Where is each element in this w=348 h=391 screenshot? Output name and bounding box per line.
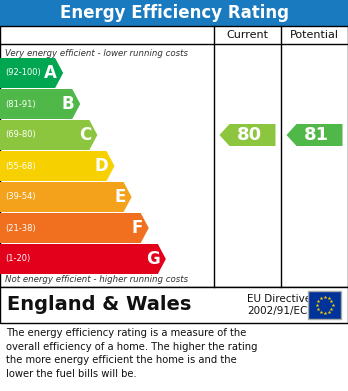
Polygon shape	[0, 244, 166, 274]
Polygon shape	[286, 124, 342, 146]
Text: Energy Efficiency Rating: Energy Efficiency Rating	[60, 4, 288, 22]
Polygon shape	[0, 120, 97, 150]
Bar	[0, 26, 348, 287]
Text: (1-20): (1-20)	[5, 255, 30, 264]
Text: (21-38): (21-38)	[5, 224, 36, 233]
Text: Very energy efficient - lower running costs: Very energy efficient - lower running co…	[5, 48, 188, 57]
Text: (55-68): (55-68)	[5, 161, 36, 170]
Polygon shape	[0, 182, 132, 212]
Polygon shape	[0, 151, 114, 181]
Text: Potential: Potential	[290, 30, 339, 40]
Text: B: B	[62, 95, 74, 113]
Text: D: D	[95, 157, 109, 175]
Text: Not energy efficient - higher running costs: Not energy efficient - higher running co…	[5, 276, 188, 285]
Polygon shape	[220, 124, 276, 146]
Text: 80: 80	[237, 126, 262, 144]
Text: England & Wales: England & Wales	[7, 296, 191, 314]
Text: A: A	[44, 64, 57, 82]
Bar	[308, 291, 341, 319]
Text: (39-54): (39-54)	[5, 192, 35, 201]
Text: F: F	[131, 219, 143, 237]
Text: 81: 81	[304, 126, 329, 144]
Text: (81-91): (81-91)	[5, 99, 35, 108]
Text: C: C	[79, 126, 92, 144]
Text: The energy efficiency rating is a measure of the
overall efficiency of a home. T: The energy efficiency rating is a measur…	[6, 328, 258, 379]
Text: (69-80): (69-80)	[5, 131, 36, 140]
Polygon shape	[0, 213, 149, 243]
Text: E: E	[114, 188, 126, 206]
Text: Current: Current	[227, 30, 269, 40]
Bar	[0, 287, 348, 323]
Polygon shape	[0, 89, 80, 119]
Bar	[0, 0, 348, 26]
Polygon shape	[0, 58, 63, 88]
Text: (92-100): (92-100)	[5, 68, 41, 77]
Text: EU Directive
2002/91/EC: EU Directive 2002/91/EC	[247, 294, 311, 316]
Text: G: G	[146, 250, 160, 268]
